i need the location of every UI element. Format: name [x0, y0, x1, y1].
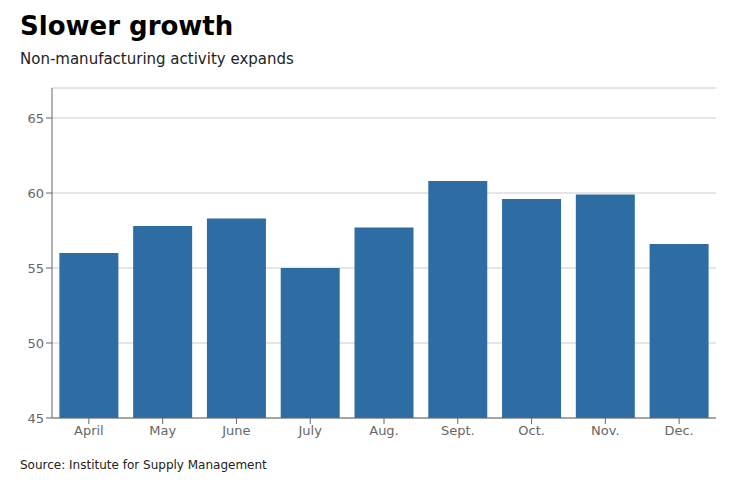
svg-text:65: 65 — [27, 111, 44, 126]
svg-text:Dec.: Dec. — [664, 423, 693, 438]
svg-text:July: July — [298, 423, 323, 438]
svg-text:Sept.: Sept. — [441, 423, 475, 438]
html-text:Slower growth: Slower growth — [20, 11, 234, 41]
svg-text:May: May — [149, 423, 176, 438]
html-text:Source: Institute for Supply M: Source: Institute for Supply Management — [20, 458, 267, 472]
svg-text:Aug.: Aug. — [369, 423, 399, 438]
svg-text:April: April — [74, 423, 104, 438]
svg-text:Oct.: Oct. — [518, 423, 545, 438]
svg-text:50: 50 — [27, 336, 44, 351]
svg-text:55: 55 — [27, 261, 44, 276]
html-text:Non-manufacturing activity exp: Non-manufacturing activity expands — [20, 50, 294, 68]
svg-text:Nov.: Nov. — [591, 423, 620, 438]
svg-text:June: June — [221, 423, 250, 438]
svg-text:45: 45 — [27, 411, 44, 426]
svg-text:60: 60 — [27, 186, 44, 201]
